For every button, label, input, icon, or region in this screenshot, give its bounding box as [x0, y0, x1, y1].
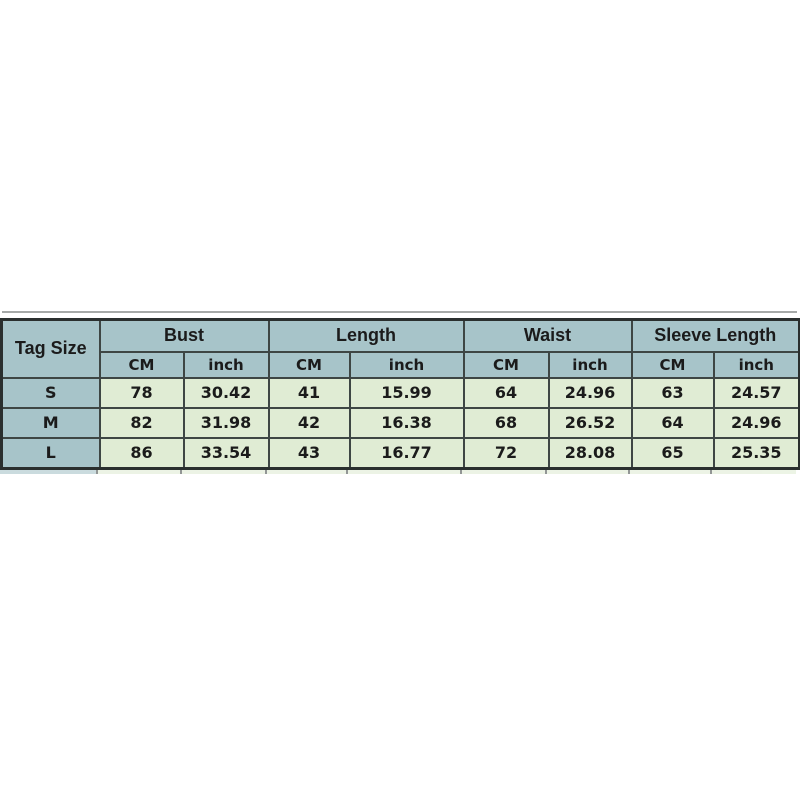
value-cell: 16.77 — [348, 436, 465, 470]
value-cell: 24.96 — [547, 376, 633, 409]
value-cell: 42 — [267, 406, 351, 439]
value-cell: 64 — [630, 406, 715, 439]
unit-header-cell: inch — [712, 350, 800, 379]
table-row-size-l: L 86 33.54 43 16.77 72 28.08 65 25.35 — [0, 436, 800, 470]
cropped-next-row-sliver — [0, 470, 798, 474]
unit-header-cell: inch — [182, 350, 270, 379]
value-cell: 16.38 — [348, 406, 465, 439]
value-cell: 82 — [98, 406, 185, 439]
group-header-row: Tag Size Bust Length Waist Sleeve Length — [0, 318, 800, 379]
value-cell: 64 — [462, 376, 550, 409]
value-cell: 72 — [462, 436, 550, 470]
value-cell: 33.54 — [182, 436, 270, 470]
unit-header-cell: inch — [547, 350, 633, 379]
group-header-bust: Bust — [98, 318, 270, 353]
group-header-length: Length — [267, 318, 465, 353]
unit-header-cell: CM — [630, 350, 715, 379]
value-cell: 26.52 — [547, 406, 633, 439]
corner-header-cell: Tag Size — [0, 318, 101, 379]
unit-header-cell: CM — [267, 350, 351, 379]
value-cell: 15.99 — [348, 376, 465, 409]
value-cell: 86 — [98, 436, 185, 470]
size-chart-container: Tag Size Bust Length Waist Sleeve Length… — [0, 318, 800, 474]
group-header-waist: Waist — [462, 318, 633, 353]
size-cell: S — [0, 376, 101, 409]
value-cell: 78 — [98, 376, 185, 409]
size-cell: M — [0, 406, 101, 439]
table-row-size-s: S 78 30.42 41 15.99 64 24.96 63 24.57 — [0, 376, 800, 409]
value-cell: 24.57 — [712, 376, 800, 409]
value-cell: 30.42 — [182, 376, 270, 409]
value-cell: 63 — [630, 376, 715, 409]
group-header-sleeve-length: Sleeve Length — [630, 318, 800, 353]
value-cell: 24.96 — [712, 406, 800, 439]
cropped-row-top-line — [2, 311, 797, 313]
unit-header-cell: CM — [462, 350, 550, 379]
table-row-size-m: M 82 31.98 42 16.38 68 26.52 64 24.96 — [0, 406, 800, 439]
value-cell: 68 — [462, 406, 550, 439]
value-cell: 28.08 — [547, 436, 633, 470]
value-cell: 31.98 — [182, 406, 270, 439]
size-chart-table: Tag Size Bust Length Waist Sleeve Length… — [0, 318, 800, 470]
value-cell: 65 — [630, 436, 715, 470]
unit-header-cell: CM — [98, 350, 185, 379]
unit-header-cell: inch — [348, 350, 465, 379]
value-cell: 25.35 — [712, 436, 800, 470]
value-cell: 43 — [267, 436, 351, 470]
size-cell: L — [0, 436, 101, 470]
unit-header-row: CM inch CM inch CM inch CM inch — [2, 350, 800, 379]
value-cell: 41 — [267, 376, 351, 409]
